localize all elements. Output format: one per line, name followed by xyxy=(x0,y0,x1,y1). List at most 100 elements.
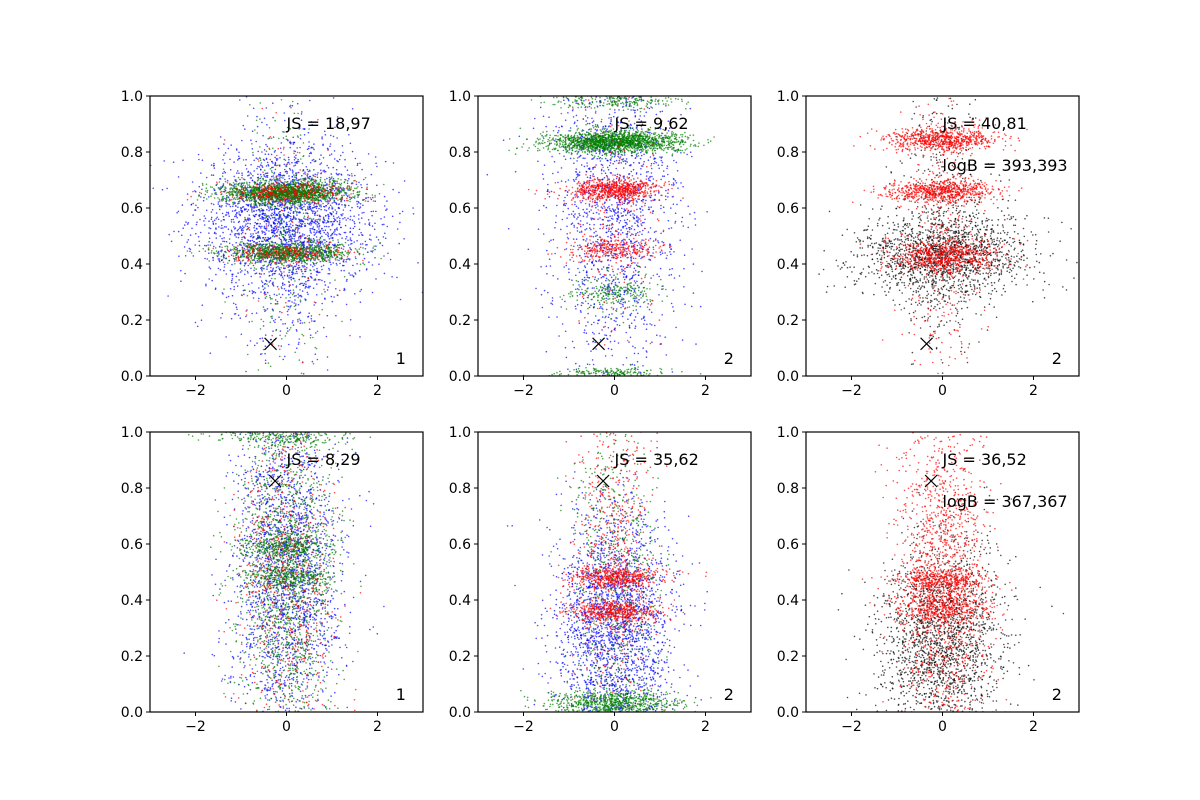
point xyxy=(313,231,315,233)
point xyxy=(294,161,296,164)
point xyxy=(273,172,275,175)
point xyxy=(261,200,264,202)
point xyxy=(323,130,326,133)
point xyxy=(313,197,316,200)
point xyxy=(324,178,326,181)
point xyxy=(331,182,334,184)
point xyxy=(286,126,289,129)
point xyxy=(384,160,387,163)
point xyxy=(316,214,319,217)
point xyxy=(361,186,363,189)
point xyxy=(261,270,263,272)
point xyxy=(343,289,345,292)
point xyxy=(343,259,345,261)
point xyxy=(257,255,259,258)
point xyxy=(344,224,347,227)
point xyxy=(240,228,243,231)
point xyxy=(316,358,319,361)
point xyxy=(330,153,333,155)
point xyxy=(253,226,255,229)
point xyxy=(223,188,226,191)
point xyxy=(316,261,318,264)
point xyxy=(234,233,236,235)
point xyxy=(334,209,337,211)
point xyxy=(270,170,273,172)
point xyxy=(401,210,404,213)
point xyxy=(299,146,301,149)
point xyxy=(316,283,318,285)
point xyxy=(301,208,304,211)
point xyxy=(246,270,249,273)
point xyxy=(235,236,237,238)
point xyxy=(188,247,191,250)
point xyxy=(218,252,220,255)
point xyxy=(290,180,293,182)
point xyxy=(248,214,251,216)
point xyxy=(265,165,268,167)
point xyxy=(347,200,349,202)
point xyxy=(273,151,276,153)
point xyxy=(204,190,207,192)
point xyxy=(192,214,194,216)
point xyxy=(279,251,282,253)
point xyxy=(282,225,284,228)
point xyxy=(343,287,346,290)
point xyxy=(280,197,283,200)
point xyxy=(262,218,265,221)
point xyxy=(269,243,271,246)
point xyxy=(288,271,290,274)
point xyxy=(261,198,263,200)
point xyxy=(325,200,327,203)
point xyxy=(258,240,261,243)
point xyxy=(284,170,287,173)
point xyxy=(211,249,213,252)
point xyxy=(273,210,276,212)
point xyxy=(344,203,346,206)
point xyxy=(279,147,282,150)
point xyxy=(228,193,231,195)
point xyxy=(247,171,249,173)
point xyxy=(220,249,223,251)
point xyxy=(208,227,210,229)
point xyxy=(380,218,382,220)
point xyxy=(263,201,266,204)
point xyxy=(316,188,319,191)
point xyxy=(324,256,326,259)
point xyxy=(292,181,295,184)
point xyxy=(358,202,360,204)
point xyxy=(282,182,284,184)
point xyxy=(361,243,364,245)
point xyxy=(326,164,329,167)
point xyxy=(340,174,343,176)
point xyxy=(320,208,322,211)
point xyxy=(269,179,271,181)
point xyxy=(291,195,294,198)
point xyxy=(319,278,321,281)
point xyxy=(333,231,335,233)
point xyxy=(251,198,253,201)
point xyxy=(328,183,331,186)
point xyxy=(297,293,300,296)
point xyxy=(261,151,263,153)
point xyxy=(231,263,233,266)
point xyxy=(356,200,358,203)
point xyxy=(289,234,292,236)
point xyxy=(338,158,341,161)
point xyxy=(245,197,248,199)
point xyxy=(211,208,214,211)
point xyxy=(323,221,325,224)
point xyxy=(293,174,295,176)
point xyxy=(290,215,292,218)
point xyxy=(282,267,285,269)
point xyxy=(250,203,253,205)
point xyxy=(260,273,263,275)
point xyxy=(307,315,310,318)
point xyxy=(235,179,237,181)
point xyxy=(301,270,303,273)
point xyxy=(299,244,302,246)
point xyxy=(380,257,382,260)
point xyxy=(255,195,257,197)
point xyxy=(340,247,343,249)
point xyxy=(266,145,269,148)
point xyxy=(292,212,295,215)
